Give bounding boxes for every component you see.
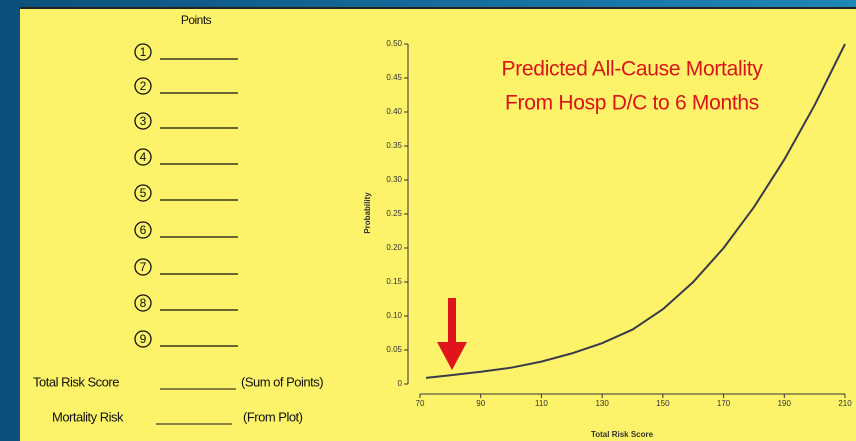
- item-number: 3: [140, 114, 147, 128]
- data-line: [425, 43, 846, 379]
- x-tick-label: 110: [535, 399, 548, 408]
- item-circle: [134, 258, 152, 276]
- y-tick-label: 0.05: [386, 345, 402, 354]
- item-number: 1: [140, 45, 147, 59]
- x-axis-label: Total Risk Score: [591, 430, 654, 439]
- y-tick-label: 0.25: [386, 209, 402, 218]
- mortality-note: (From Plot): [243, 409, 303, 424]
- y-tick-label: 0.50: [386, 39, 402, 48]
- annotation: Predicted All-Cause Mortality: [502, 58, 764, 81]
- y-axis-label: Probability: [363, 192, 372, 234]
- arrow: [437, 298, 467, 370]
- y-tick-label: 0.30: [386, 175, 402, 184]
- y-tick-label: 0.40: [386, 107, 402, 116]
- y-tick-label: 0: [398, 379, 403, 388]
- item-number: 8: [140, 296, 147, 310]
- item-number: 6: [140, 223, 147, 237]
- item-circle: [134, 294, 152, 312]
- item-number: 7: [140, 260, 147, 274]
- y-tick-label: 0.15: [386, 277, 402, 286]
- x-tick-label: 130: [595, 399, 609, 408]
- annotation: From Hosp D/C to 6 Months: [505, 92, 759, 115]
- x-tick-label: 150: [656, 399, 670, 408]
- x-tick-label: 170: [717, 399, 731, 408]
- mortality-label: Mortality Risk: [52, 409, 124, 424]
- x-tick-label: 90: [476, 399, 485, 408]
- item-number: 4: [140, 150, 147, 164]
- item-circle: [134, 184, 152, 202]
- x-tick-label: 70: [416, 399, 425, 408]
- item-circle: [134, 330, 152, 348]
- x-tick-label: 210: [838, 399, 852, 408]
- total-label: Total Risk Score: [33, 374, 119, 389]
- points-header: Points: [181, 13, 212, 27]
- panel: [20, 9, 856, 441]
- item-number: 2: [140, 79, 147, 93]
- item-circle: [134, 112, 152, 130]
- y-tick-label: 0.45: [386, 73, 402, 82]
- item-circle: [134, 221, 152, 239]
- y-tick-label: 0.10: [386, 311, 402, 320]
- total-note: (Sum of Points): [241, 374, 323, 389]
- y-tick-label: 0.35: [386, 141, 402, 150]
- item-number: 9: [140, 332, 147, 346]
- y-tick-label: 0.20: [386, 243, 402, 252]
- x-tick-label: 190: [778, 399, 792, 408]
- item-circle: [134, 77, 152, 95]
- item-circle: [134, 148, 152, 166]
- item-number: 5: [140, 186, 147, 200]
- item-circle: [134, 43, 152, 61]
